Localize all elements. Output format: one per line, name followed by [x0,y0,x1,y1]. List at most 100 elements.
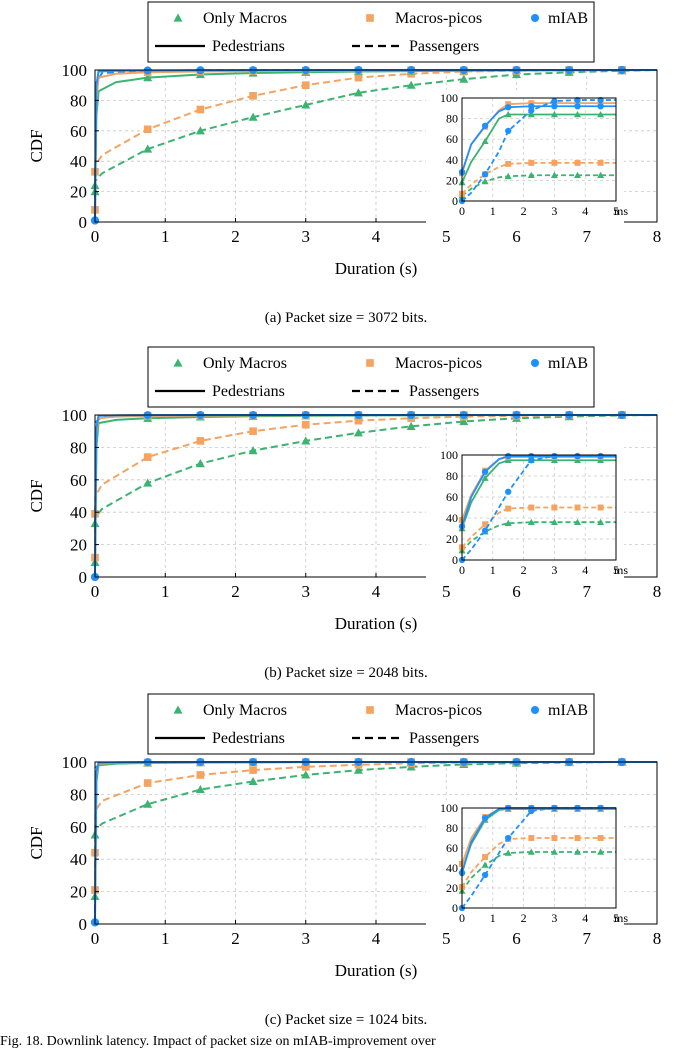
legend-marker-2 [366,14,374,22]
legend-label-2: Macros-picos [395,355,482,372]
chart-panel-c: Only Macros Macros-picos mIAB Pedestrians Pa… [27,693,661,1028]
inset-series-line-only-macros-pedestrians [461,808,616,871]
inset-data-point [597,835,604,841]
inset-data-point [482,521,489,528]
legend: Only Macros Macros-picos mIAB Pedestrians Pa… [147,693,595,755]
data-point [301,770,311,779]
x-tick-label: 3 [302,582,311,601]
chart-panel-b: Only Macros Macros-picos mIAB Pedestrians Pa… [27,346,662,681]
inset-data-point [528,835,535,841]
legend-label-2: Macros-picos [395,702,482,719]
inset-data-point [574,848,581,855]
y-tick-label: 0 [79,568,88,587]
inset-data-point [505,452,512,460]
y-tick-label: 20 [70,183,87,202]
inset-data-point [528,807,535,815]
legend-line-label-2: Passengers [409,383,479,400]
inset-data-point [505,127,512,135]
inset: 0 1 2 3 4 5ms 0 20 40 60 80 100 [426,447,628,582]
inset-series-line-miab-pedestrians [461,105,616,173]
inset-data-point [481,814,489,822]
inset-data-point [528,159,535,166]
data-point [301,763,310,771]
inset-x-tick-label: 1 [490,563,496,577]
inset-y-tick-label: 60 [446,490,458,504]
inset-y-tick-label: 40 [446,861,458,875]
x-tick-label: 2 [231,227,240,246]
inset-y-tick-label: 100 [440,448,458,462]
y-tick-label: 60 [70,818,87,837]
data-point [195,785,205,794]
inset-data-point [528,107,535,114]
inset-series-line-miab-passengers [461,455,616,561]
series-line-macros-picos-passengers [94,761,657,853]
inset-series-line-only-macros-pedestrians [461,459,616,529]
inset-series-line-macros-picos-passengers [461,161,616,195]
inset-data-point [551,97,558,105]
inset-data-point [597,159,604,166]
inset-x-tick-label: 2 [521,204,527,218]
subfigure-caption: (b) Packet size = 2048 bits. [264,665,427,681]
inset-y-tick-label: 20 [446,532,458,546]
data-point [459,74,469,83]
inset-x-tick-label: 4 [582,911,588,925]
legend-label-3: mIAB [548,355,588,372]
data-point [459,416,469,426]
x-tick-label: 3 [302,929,311,948]
y-tick-label: 20 [70,536,87,555]
inset-data-point [551,159,558,166]
inset-data-point [550,171,558,179]
inset-y-tick-label: 100 [440,91,458,105]
inset-data-point [481,137,489,145]
inset-data-point [505,834,512,842]
legend-marker-3 [530,13,540,23]
legend-marker-2 [366,706,374,714]
inset-frame [461,454,617,561]
inset-y-tick-label: 20 [446,881,458,895]
y-tick-label: 80 [70,438,87,457]
x-tick-label: 5 [442,929,451,948]
x-tick-label: 8 [653,582,662,601]
inset-series-line-only-macros-passengers [461,851,616,892]
inset-data-point [597,103,604,110]
x-tick-label: 6 [512,227,521,246]
inset-data-point [505,160,512,167]
inset-data-point [481,122,489,129]
x-tick-label: 6 [512,582,521,601]
inset-series-line-macros-picos-passengers [461,837,616,888]
inset-x-tick-label: 2 [521,563,527,577]
figure-caption: Fig. 18. Downlink latency. Impact of pac… [0,1034,436,1049]
legend-label-1: Only Macros [203,10,287,27]
legend-line-label-1: Pedestrians [212,383,285,400]
data-point [406,421,416,430]
data-point [354,416,363,425]
y-tick-label: 60 [70,122,87,141]
inset-data-point [528,504,535,511]
inset-data-point [550,518,558,525]
inset-y-tick-label: 100 [440,801,458,815]
inset-x-tick-label: 3 [551,204,557,218]
legend-marker-3 [530,358,540,368]
data-point [301,81,310,90]
inset-series-line-miab-passengers [461,99,616,202]
inset-data-point [505,104,512,111]
data-point [143,73,153,82]
inset-series-line-only-macros-pedestrians [461,113,616,183]
inset-data-point [597,110,605,118]
inset-y-tick-label: 0 [452,901,458,915]
y-tick-label: 80 [70,91,87,110]
inset-data-point [505,505,512,512]
inset-data-point [527,848,535,855]
inset-x-tick-label: 1 [490,204,496,218]
data-point [143,779,152,787]
inset-y-tick-label: 60 [446,841,458,855]
inset-y-tick-label: 40 [446,511,458,525]
inset-series-line-macros-picos-passengers [461,506,616,548]
inset-x-tick-label: 5 [613,911,619,925]
inset-frame [461,807,617,909]
inset-x-tick-label: 4 [582,563,588,577]
y-tick-label: 100 [62,406,88,425]
y-tick-label: 60 [70,471,87,490]
inset-y-tick-label: 40 [446,153,458,167]
y-tick-label: 20 [70,883,87,902]
